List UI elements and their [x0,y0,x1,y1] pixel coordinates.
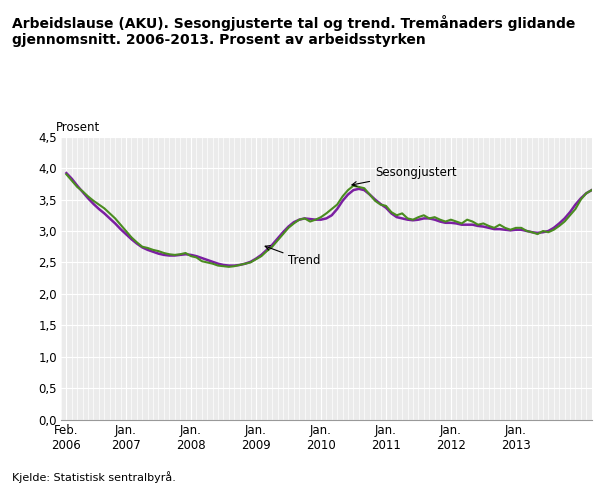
Text: Trend: Trend [265,245,321,267]
Text: Kjelde: Statistisk sentralbyrå.: Kjelde: Statistisk sentralbyrå. [12,471,176,483]
Text: Arbeidslause (AKU). Sesongjusterte tal og trend. Tremånaders glidande
gjennomsni: Arbeidslause (AKU). Sesongjusterte tal o… [12,15,576,47]
Text: Sesongjustert: Sesongjustert [352,166,457,186]
Text: Prosent: Prosent [56,121,100,134]
